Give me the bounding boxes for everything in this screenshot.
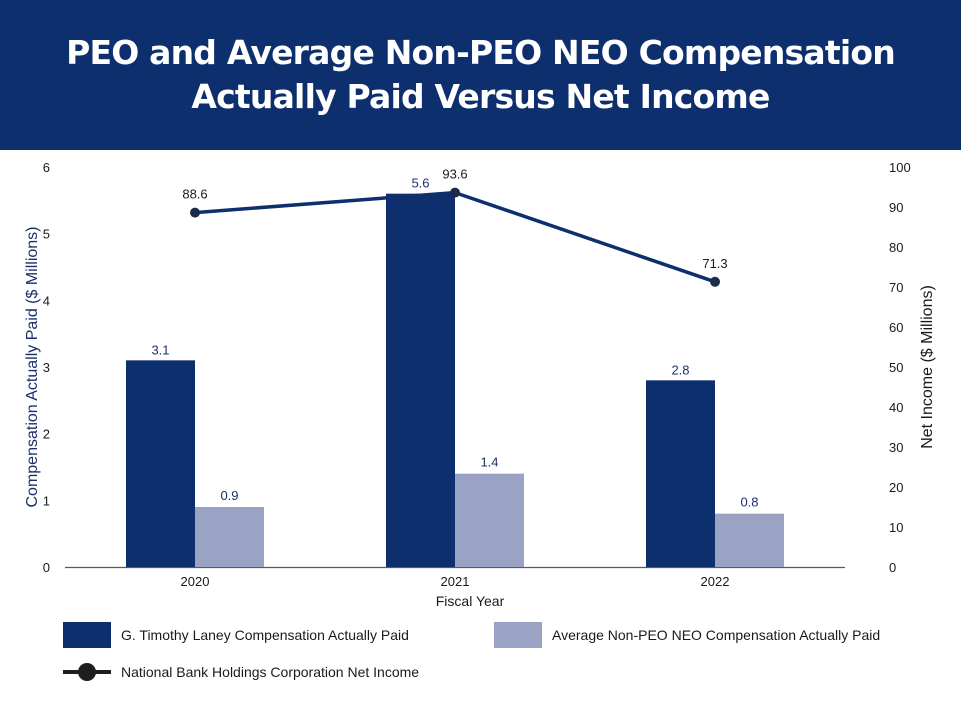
bar-label-peo-2020: 3.1 [151, 342, 169, 357]
legend: G. Timothy Laney Compensation Actually P… [0, 610, 961, 702]
bar-label-neo-2020: 0.9 [220, 488, 238, 503]
y-right-tick-label: 40 [889, 400, 903, 415]
x-tick-label: 2022 [701, 574, 730, 589]
legend-label-net-income: National Bank Holdings Corporation Net I… [121, 664, 420, 680]
bar-neo-2021 [455, 473, 524, 567]
y-left-tick-label: 6 [43, 160, 50, 175]
bar-neo-2020 [195, 507, 264, 567]
chart-title: PEO and Average Non-PEO NEO Compensation… [31, 31, 931, 119]
y-left-tick-label: 4 [43, 293, 50, 308]
bar-label-neo-2022: 0.8 [740, 495, 758, 510]
y-left-axis-label: Compensation Actually Paid ($ Millions) [24, 226, 41, 507]
net-income-label-2020: 88.6 [182, 187, 207, 202]
legend-label-peo: G. Timothy Laney Compensation Actually P… [121, 627, 409, 643]
bar-neo-2022 [715, 513, 784, 567]
net-income-label-2021: 93.6 [442, 167, 467, 182]
y-right-tick-label: 10 [889, 520, 903, 535]
y-left-tick-label: 5 [43, 227, 50, 242]
y-right-tick-label: 100 [889, 160, 911, 175]
title-banner: PEO and Average Non-PEO NEO Compensation… [0, 0, 961, 150]
y-right-tick-label: 30 [889, 440, 903, 455]
y-right-axis-label: Net Income ($ Millions) [919, 285, 936, 449]
bar-peo-2022 [646, 380, 715, 567]
y-left-tick-label: 0 [43, 560, 50, 575]
y-right-tick-label: 20 [889, 480, 903, 495]
legend-swatch-neo [494, 622, 542, 648]
y-right-tick-label: 80 [889, 240, 903, 255]
net-income-point-2021 [450, 187, 460, 198]
y-left-tick-label: 3 [43, 360, 50, 375]
bar-label-peo-2022: 2.8 [671, 362, 689, 377]
legend-item-net-income: National Bank Holdings Corporation Net I… [63, 658, 419, 686]
net-income-label-2022: 71.3 [702, 256, 727, 271]
y-right-tick-label: 90 [889, 200, 903, 215]
y-right-tick-label: 70 [889, 280, 903, 295]
chart-title-line-1: PEO and Average Non-PEO NEO Compensation [66, 33, 896, 72]
combo-chart: 01234560102030405060708090100Compensatio… [24, 160, 936, 609]
legend-label-neo: Average Non-PEO NEO Compensation Actuall… [552, 627, 881, 643]
y-left-tick-label: 2 [43, 427, 50, 442]
net-income-point-2022 [710, 276, 720, 287]
net-income-point-2020 [190, 207, 200, 218]
chart-title-line-2: Actually Paid Versus Net Income [191, 77, 770, 116]
bar-label-neo-2021: 1.4 [480, 455, 498, 470]
legend-swatch-peo [63, 622, 111, 648]
x-tick-label: 2020 [181, 574, 210, 589]
legend-item-neo: Average Non-PEO NEO Compensation Actuall… [494, 621, 880, 649]
bar-label-peo-2021: 5.6 [411, 176, 429, 191]
legend-item-peo: G. Timothy Laney Compensation Actually P… [63, 621, 409, 649]
x-axis-label: Fiscal Year [436, 593, 505, 609]
y-left-tick-label: 1 [43, 493, 50, 508]
legend-line-marker [63, 659, 111, 685]
y-right-tick-label: 0 [889, 560, 896, 575]
x-tick-label: 2021 [441, 574, 470, 589]
y-right-tick-label: 50 [889, 360, 903, 375]
bar-peo-2021 [386, 193, 455, 567]
y-right-tick-label: 60 [889, 320, 903, 335]
bar-peo-2020 [126, 360, 195, 567]
